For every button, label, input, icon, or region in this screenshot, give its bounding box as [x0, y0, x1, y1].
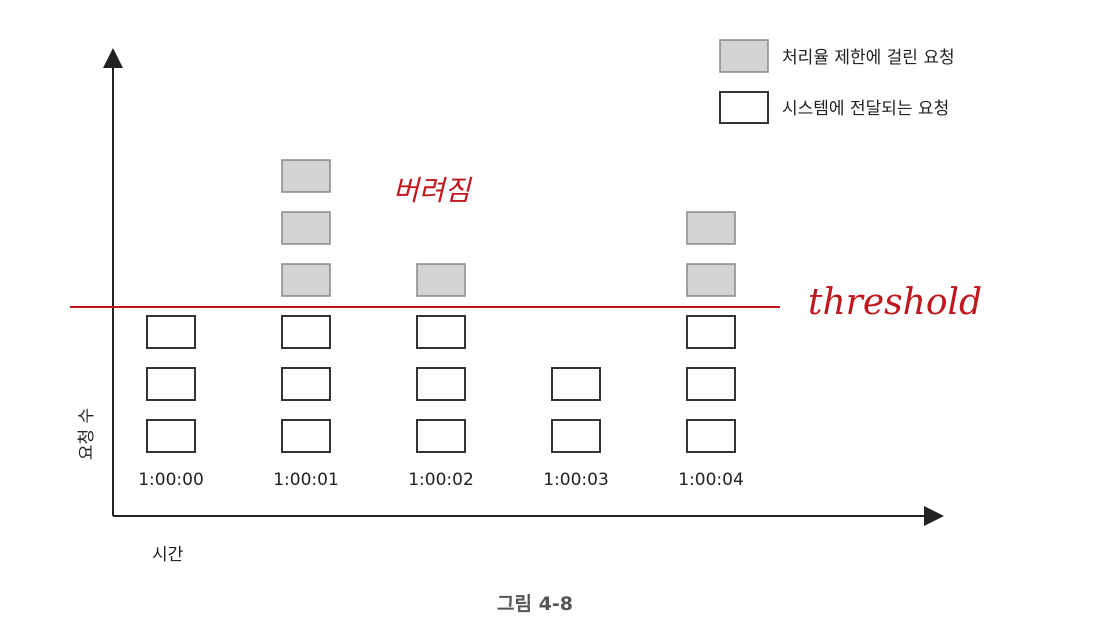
legend-dropped-label: 처리율 제한에 걸린 요청	[782, 48, 955, 68]
dropped-request-box	[416, 263, 466, 297]
legend-passed-swatch	[719, 91, 769, 124]
dropped-request-box	[281, 211, 331, 245]
figure-caption: 그림 4-8	[497, 593, 573, 615]
legend-dropped-swatch	[719, 39, 769, 73]
passed-request-box	[146, 419, 196, 453]
y-axis-label: 요청 수	[77, 408, 97, 460]
time-tick-label: 1:00:04	[678, 470, 744, 490]
passed-request-box	[281, 419, 331, 453]
time-tick-label: 1:00:00	[138, 470, 204, 490]
request-boxes	[146, 159, 736, 453]
passed-request-box	[551, 419, 601, 453]
threshold-label: threshold	[808, 282, 982, 323]
passed-request-box	[686, 419, 736, 453]
dropped-request-box	[281, 263, 331, 297]
passed-request-box	[281, 315, 331, 349]
time-ticks: 1:00:00 1:00:01 1:00:02 1:00:03 1:00:04	[138, 470, 744, 490]
time-tick-label: 1:00:02	[408, 470, 474, 490]
passed-request-box	[686, 315, 736, 349]
passed-request-box	[416, 419, 466, 453]
legend: 처리율 제한에 걸린 요청 시스템에 전달되는 요청	[719, 39, 955, 124]
passed-request-box	[146, 367, 196, 401]
passed-request-box	[416, 315, 466, 349]
passed-request-box	[551, 367, 601, 401]
passed-request-box	[281, 367, 331, 401]
passed-request-box	[686, 367, 736, 401]
passed-request-box	[416, 367, 466, 401]
dropped-request-box	[686, 211, 736, 245]
legend-passed-label: 시스템에 전달되는 요청	[782, 99, 949, 119]
dropped-request-box	[281, 159, 331, 193]
dropped-annotation: 버려짐	[393, 174, 473, 207]
time-tick-label: 1:00:03	[543, 470, 609, 490]
time-tick-label: 1:00:01	[273, 470, 339, 490]
passed-request-box	[146, 315, 196, 349]
x-axis-label: 시간	[152, 545, 184, 565]
dropped-request-box	[686, 263, 736, 297]
